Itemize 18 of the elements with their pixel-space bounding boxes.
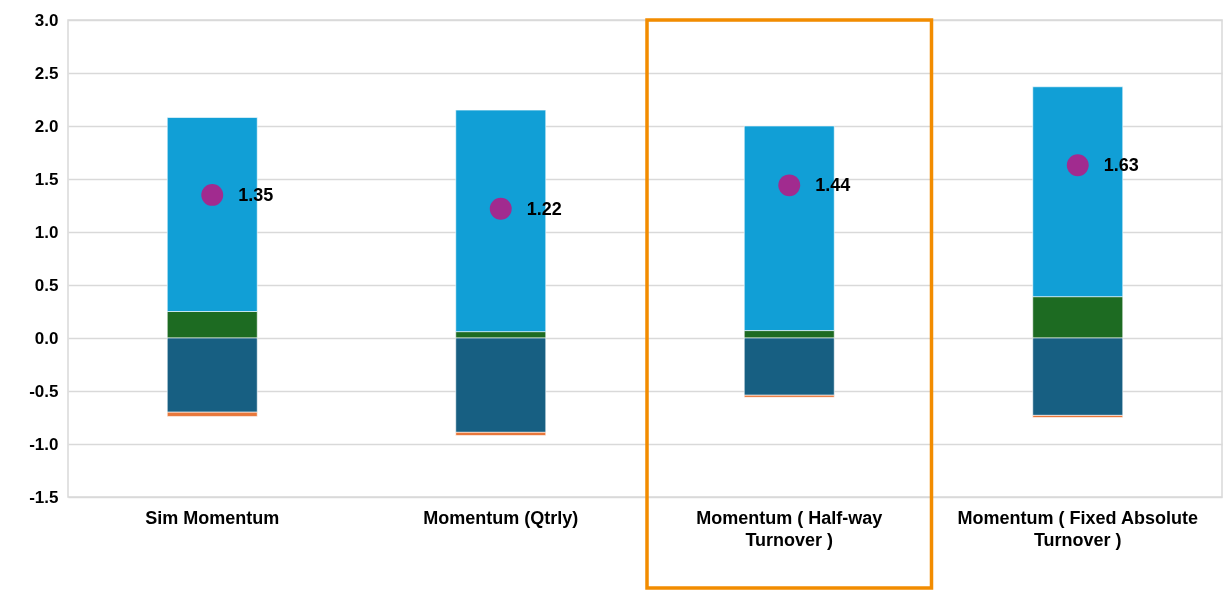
y-tick-label: -1.0 [29,434,59,454]
y-tick-label: -0.5 [29,381,59,401]
point [1066,154,1089,177]
point [201,183,224,206]
point [489,197,512,220]
y-tick-label: 2.5 [34,63,59,83]
x-tick-label: Momentum ( Half-way Turnover ) [696,507,883,550]
x-tick-label: Momentum ( Fixed Absolute Turnover ) [957,507,1198,550]
x-tick-label: Momentum (Qtrly) [423,507,579,528]
y-tick-label: 0.0 [34,328,59,348]
point [778,174,801,197]
y-tick-label: -1.5 [29,487,59,507]
y-tick-label: 1.0 [34,222,59,242]
x-tick-label: Sim Momentum [145,507,280,528]
y-tick-label: 0.5 [34,275,59,295]
y-tick-label: 3.0 [34,10,59,30]
y-tick-label: 1.5 [34,169,59,189]
y-tick-label: 2.0 [34,116,59,136]
